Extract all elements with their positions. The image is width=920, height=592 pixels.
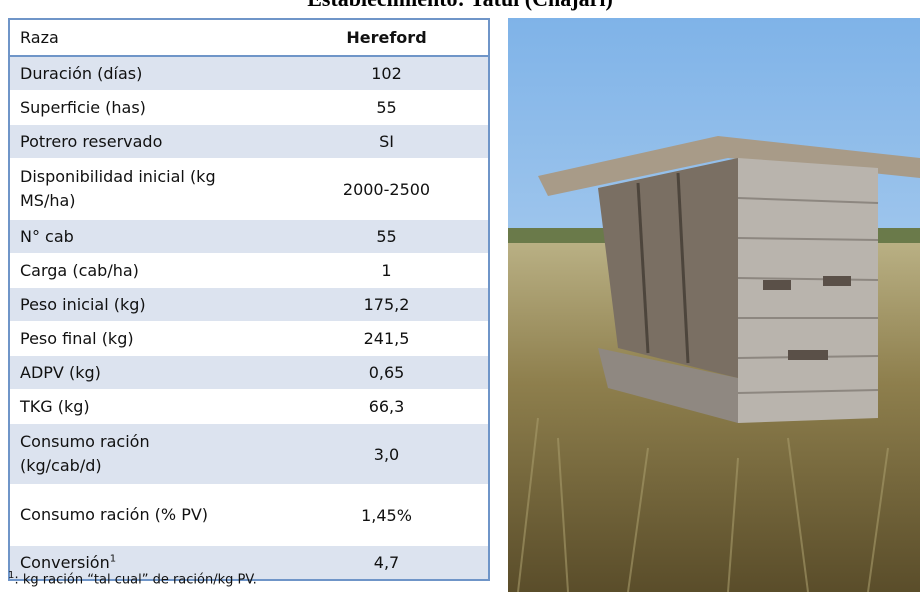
row-label: Superficie (has) bbox=[20, 96, 146, 120]
row-label-cell: N° cab bbox=[9, 220, 285, 254]
row-label-cell: Peso final (kg) bbox=[9, 322, 285, 356]
header-row: Raza Hereford bbox=[9, 19, 489, 56]
header-cell: Raza bbox=[9, 19, 285, 56]
note-mark: 1 bbox=[110, 553, 116, 564]
row-label-cell: ADPV (kg) bbox=[9, 356, 285, 390]
row-value: 0,65 bbox=[285, 356, 489, 390]
photo bbox=[508, 18, 920, 592]
row-value: 66,3 bbox=[285, 390, 489, 424]
row-label: Carga (cab/ha) bbox=[20, 259, 139, 283]
table-row: Peso final (kg) 241,5 bbox=[9, 322, 489, 356]
table-row: Consumo ración (kg/cab/d) 3,0 bbox=[9, 424, 489, 485]
row-label: Consumo ración (% PV) bbox=[20, 503, 208, 527]
table-row: Carga (cab/ha) 1 bbox=[9, 254, 489, 288]
table-row: N° cab 55 bbox=[9, 220, 489, 254]
row-value: 3,0 bbox=[285, 424, 489, 485]
row-label-cell: Carga (cab/ha) bbox=[9, 254, 285, 288]
row-label: TKG (kg) bbox=[20, 395, 90, 419]
table-row: TKG (kg) 66,3 bbox=[9, 390, 489, 424]
row-value: 4,7 bbox=[285, 546, 489, 581]
row-label-cell: Duración (días) bbox=[9, 56, 285, 91]
row-value: 241,5 bbox=[285, 322, 489, 356]
row-label: Peso final (kg) bbox=[20, 327, 134, 351]
row-label-cell: Potrero reservado bbox=[9, 125, 285, 159]
table-row: Consumo ración (% PV) 1,45% bbox=[9, 485, 489, 546]
row-value: 1 bbox=[285, 254, 489, 288]
table-row: Peso inicial (kg) 175,2 bbox=[9, 288, 489, 322]
row-label-cell: Consumo ración (kg/cab/d) bbox=[9, 424, 285, 485]
row-value: 175,2 bbox=[285, 288, 489, 322]
row-label: N° cab bbox=[20, 225, 74, 249]
row-label-cell: TKG (kg) bbox=[9, 390, 285, 424]
row-label: Disponibilidad inicial (kg MS/ha) bbox=[20, 165, 220, 213]
row-label: Consumo ración (kg/cab/d) bbox=[20, 430, 220, 478]
row-value: 102 bbox=[285, 56, 489, 91]
row-label: ADPV (kg) bbox=[20, 361, 101, 385]
header-cell: Hereford bbox=[285, 19, 489, 56]
row-label-cell: Peso inicial (kg) bbox=[9, 288, 285, 322]
row-value: 2000-2500 bbox=[285, 159, 489, 220]
row-value: 55 bbox=[285, 220, 489, 254]
footnote-text: : kg ración “tal cual” de ración/kg PV. bbox=[14, 572, 256, 587]
row-value: SI bbox=[285, 125, 489, 159]
row-value: 55 bbox=[285, 91, 489, 125]
row-value: 1,45% bbox=[285, 485, 489, 546]
row-label: Peso inicial (kg) bbox=[20, 293, 146, 317]
table-row: Disponibilidad inicial (kg MS/ha) 2000-25… bbox=[9, 159, 489, 220]
table-row: ADPV (kg) 0,65 bbox=[9, 356, 489, 390]
footnote: 1: kg ración “tal cual” de ración/kg PV. bbox=[8, 570, 257, 587]
table-row: Superficie (has) 55 bbox=[9, 91, 489, 125]
row-label: Duración (días) bbox=[20, 62, 142, 86]
row-label: Potrero reservado bbox=[20, 130, 162, 154]
page: Establecimiento: Tatuí (Chajarí) Raza He… bbox=[0, 0, 920, 592]
table-row: Duración (días) 102 bbox=[9, 56, 489, 91]
row-label-cell: Consumo ración (% PV) bbox=[9, 485, 285, 546]
table-row: Potrero reservado SI bbox=[9, 125, 489, 159]
title: Establecimiento: Tatuí (Chajarí) bbox=[0, 0, 920, 12]
row-label-cell: Disponibilidad inicial (kg MS/ha) bbox=[9, 159, 285, 220]
row-label-cell: Superficie (has) bbox=[9, 91, 285, 125]
